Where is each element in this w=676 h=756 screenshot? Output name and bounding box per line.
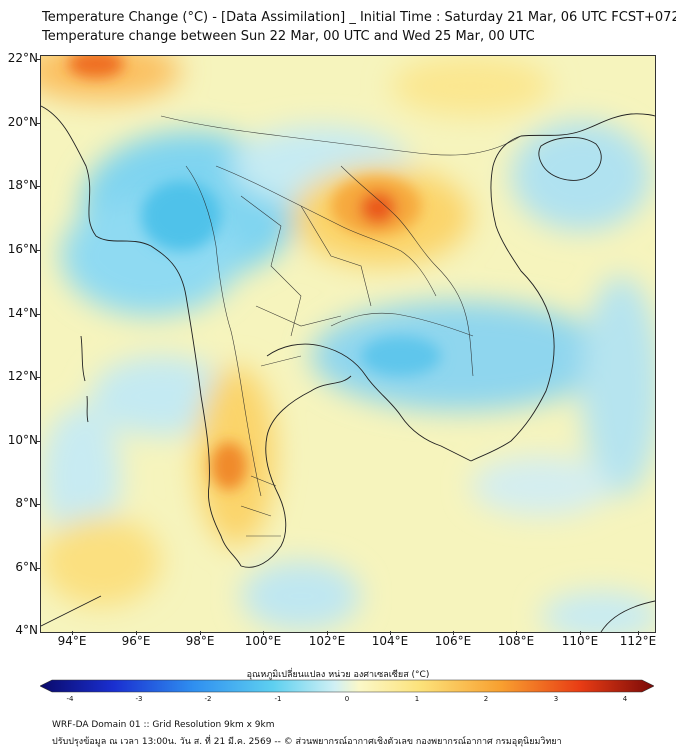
temperature-change-map	[40, 55, 656, 633]
lon-tick	[200, 631, 201, 635]
country-borders	[160, 115, 522, 537]
lat-label: 16°N	[7, 242, 38, 256]
lon-label: 108°E	[497, 634, 535, 648]
lon-tick	[263, 631, 264, 635]
cambodia-border	[330, 312, 474, 337]
colorbar-tick-label: 0	[344, 695, 350, 703]
thai-myanmar-border	[185, 165, 262, 497]
lat-tick	[36, 59, 40, 60]
map-title: Temperature Change (°C) - [Data Assimila…	[42, 10, 676, 25]
colorbar-tick-label: -1	[274, 695, 282, 703]
lon-tick	[327, 631, 328, 635]
myanmar-coast	[41, 105, 242, 567]
sumatra-tip	[41, 595, 102, 627]
laos-vietnam-border	[340, 165, 474, 377]
colorbar-tick-label: -3	[135, 695, 143, 703]
province-lines-2	[300, 205, 372, 307]
colorbar-tick-label: 1	[414, 695, 420, 703]
lat-tick	[36, 504, 40, 505]
footer-update-info: ปรับปรุงข้อมูล ณ เวลา 13:00น. วัน ส. ที่…	[52, 737, 562, 747]
colorbar-tick-label: 3	[553, 695, 559, 703]
lon-label: 98°E	[185, 634, 215, 648]
lon-label: 104°E	[371, 634, 409, 648]
vietnam-south-coast	[470, 135, 555, 462]
temperature-field	[41, 56, 655, 632]
lat-tick	[36, 568, 40, 569]
lat-label: 10°N	[7, 433, 38, 447]
colorbar-tick-label: -2	[204, 695, 212, 703]
lon-label: 102°E	[308, 634, 346, 648]
lat-label: 6°N	[15, 560, 38, 574]
lat-tick	[36, 314, 40, 315]
lon-label: 94°E	[57, 634, 87, 648]
province-lines-4	[240, 475, 281, 537]
map-subtitle: Temperature change between Sun 22 Mar, 0…	[42, 29, 535, 44]
lat-label: 20°N	[7, 115, 38, 129]
gulf-of-thailand-north	[266, 343, 367, 377]
lon-tick	[516, 631, 517, 635]
gulf-of-tonkin-coast	[520, 113, 655, 137]
lon-tick	[580, 631, 581, 635]
peninsula-east-coast	[240, 375, 352, 568]
colorbar-title: อุณหภูมิเปลี่ยนแปลง หน่วย องศาเซลเซียส (…	[246, 670, 430, 680]
colorbar-tick-label: 4	[622, 695, 628, 703]
lat-tick	[36, 441, 40, 442]
lat-tick	[36, 377, 40, 378]
lon-label: 100°E	[244, 634, 282, 648]
lon-label: 96°E	[121, 634, 151, 648]
lon-label: 110°E	[561, 634, 599, 648]
china-border	[160, 115, 522, 156]
hainan-island	[538, 137, 602, 181]
lon-tick	[638, 631, 639, 635]
lat-tick	[36, 123, 40, 124]
lat-label: 22°N	[7, 51, 38, 65]
lon-tick	[390, 631, 391, 635]
colorbar-tick-label: -4	[66, 695, 74, 703]
colorbar-bar	[40, 679, 654, 693]
cambodia-coast	[365, 375, 472, 462]
colorbar-tick-label: 2	[483, 695, 489, 703]
lon-label: 106°E	[434, 634, 472, 648]
andaman-islands	[80, 335, 89, 423]
lat-label: 14°N	[7, 306, 38, 320]
lat-tick	[36, 250, 40, 251]
coastlines	[41, 105, 655, 632]
thai-laos-border	[215, 165, 437, 297]
temperature-hotspots	[68, 56, 441, 490]
lat-tick	[36, 186, 40, 187]
lat-label: 8°N	[15, 496, 38, 510]
lon-label: 112°E	[619, 634, 657, 648]
province-lines-3	[255, 305, 342, 367]
lon-tick	[72, 631, 73, 635]
province-lines-1	[240, 195, 302, 337]
lat-label: 18°N	[7, 178, 38, 192]
colorbar	[40, 679, 654, 693]
lon-tick	[453, 631, 454, 635]
lat-label: 12°N	[7, 369, 38, 383]
lat-label: 4°N	[15, 623, 38, 637]
footer-model-info: WRF-DA Domain 01 :: Grid Resolution 9km …	[52, 720, 275, 730]
lon-tick	[136, 631, 137, 635]
borneo-edge	[600, 600, 655, 632]
